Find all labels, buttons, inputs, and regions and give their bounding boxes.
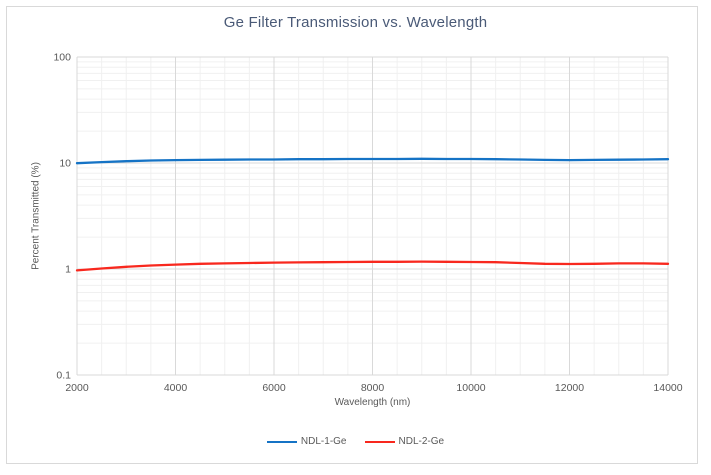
x-tick-label: 10000 (456, 382, 485, 394)
legend-line-sample-series2 (364, 440, 395, 443)
series-line-ndl-1-ge (75, 157, 670, 165)
x-tick-label: 6000 (262, 382, 286, 394)
series-line-ndl-2-ge (75, 260, 670, 272)
y-tick-label: 10 (59, 158, 71, 170)
y-tick-label: 100 (53, 52, 71, 64)
legend-label-series2: NDL-2-Ge (398, 436, 445, 447)
x-tick-label: 4000 (164, 382, 188, 394)
chart-frame (6, 6, 698, 464)
x-axis-title: Wavelength (nm) (334, 397, 411, 408)
legend-label-series1: NDL-1-Ge (300, 436, 347, 447)
chart-title: Ge Filter Transmission vs. Wavelength (223, 14, 488, 31)
x-tick-label: 12000 (555, 382, 584, 394)
x-tick-label: 2000 (65, 382, 89, 394)
y-tick-label: 1 (65, 264, 71, 276)
x-tick-label: 8000 (361, 382, 385, 394)
x-tick-label: 14000 (653, 382, 682, 394)
y-tick-label: 0.1 (56, 370, 71, 382)
legend-line-sample-series1 (266, 440, 297, 443)
legend-item-ndl-2-ge: NDL-2-Ge (364, 436, 445, 447)
legend-item-ndl-1-ge: NDL-1-Ge (266, 436, 347, 447)
legend: NDL-1-Ge NDL-2-Ge (0, 436, 711, 447)
